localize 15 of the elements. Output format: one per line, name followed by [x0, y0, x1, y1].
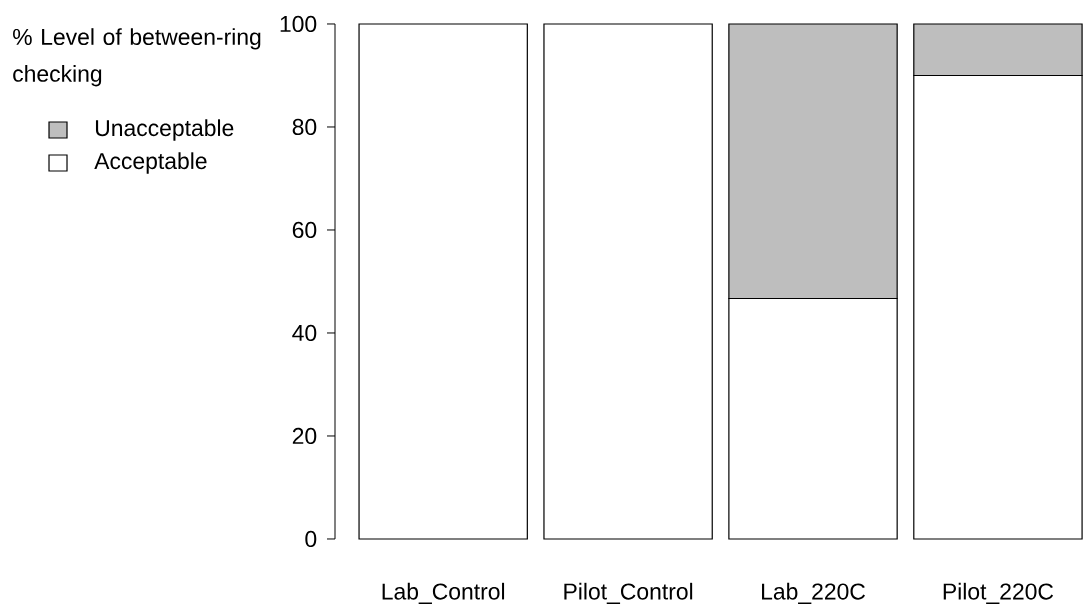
x-tick-label: Pilot_Control [564, 583, 693, 605]
y-tick-label: 20 [292, 428, 317, 445]
legend-label: Acceptable [94, 152, 207, 174]
y-tick-label: 60 [292, 222, 317, 239]
x-tick-label: Lab_220C [762, 583, 866, 605]
legend-label: Unacceptable [95, 119, 234, 141]
legend-title: % Level of between-ring checking [13, 28, 261, 87]
x-tick-label: Lab_Control [382, 583, 505, 605]
y-tick-label: 0 [305, 531, 317, 548]
bar [543, 23, 713, 540]
x-tick-label: Pilot_220C [943, 583, 1054, 605]
y-tick-label: 80 [292, 119, 317, 136]
y-tick-label: 40 [292, 325, 317, 342]
bar [358, 23, 528, 540]
y-tick-label: 100 [280, 16, 317, 33]
